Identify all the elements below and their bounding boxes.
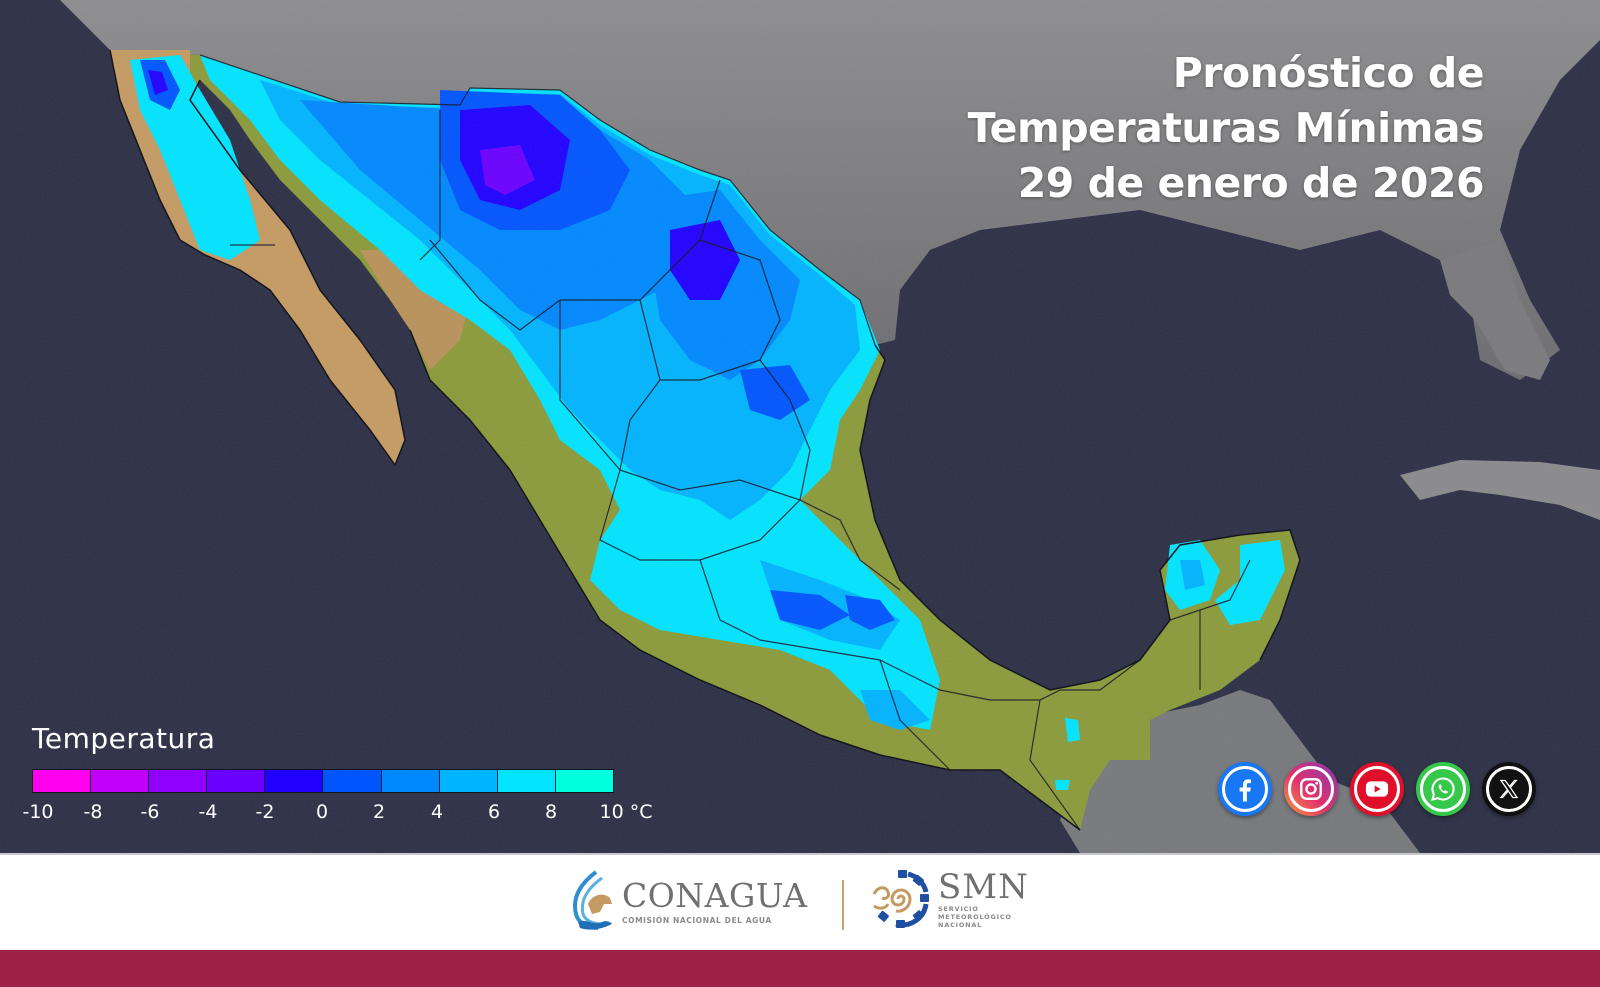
instagram-icon: [1300, 778, 1322, 800]
footer-color-band: [0, 950, 1600, 987]
youtube-button[interactable]: [1350, 762, 1404, 816]
facebook-icon: [1239, 779, 1251, 802]
legend-tick: 0: [315, 801, 329, 823]
title-line-2: Temperaturas Mínimas: [967, 104, 1485, 152]
conagua-subtitle: COMISIÓN NACIONAL DEL AGUA: [622, 915, 772, 925]
legend-tick: -8: [83, 801, 103, 823]
smn-emblem-icon: [872, 870, 929, 928]
legend-ticks: -10 -8 -6 -4 -2 0 2 4 6 8 10 °C: [22, 801, 670, 827]
temperature-legend: Temperatura -10 -8 -6 -4 -2 0 2 4 6 8 10…: [22, 722, 670, 827]
social-links: [1218, 762, 1536, 816]
legend-swatch: [91, 770, 150, 792]
legend-tick: 4: [430, 801, 444, 823]
legend-swatch: [323, 770, 382, 792]
conagua-name: CONAGUA: [622, 875, 808, 915]
map-title: Pronóstico de Temperaturas Mínimas 29 de…: [967, 46, 1485, 211]
x-icon: [1499, 779, 1519, 799]
forecast-map: Pronóstico de Temperaturas Mínimas 29 de…: [0, 0, 1600, 853]
legend-color-bar: [32, 769, 614, 793]
legend-tick: 10 °C: [599, 801, 653, 823]
legend-tick: -10: [22, 801, 54, 823]
youtube-icon: [1365, 781, 1389, 797]
whatsapp-icon: [1431, 777, 1455, 801]
legend-swatch: [439, 770, 498, 792]
legend-swatch: [207, 770, 266, 792]
legend-swatch: [555, 770, 613, 792]
satellite-basemap: [0, 0, 1600, 853]
x-button[interactable]: [1482, 762, 1536, 816]
legend-swatch: [265, 770, 324, 792]
legend-tick: 8: [544, 801, 558, 823]
conagua-emblem-icon: [573, 870, 612, 930]
whatsapp-button[interactable]: [1416, 762, 1470, 816]
legend-tick: -2: [255, 801, 275, 823]
legend-swatch: [149, 770, 208, 792]
legend-title: Temperatura: [32, 722, 216, 755]
legend-tick: -4: [198, 801, 218, 823]
smn-logo: SMN SERVICIO METEOROLÓGICO NACIONAL: [870, 868, 1029, 930]
title-line-3-date: 29 de enero de 2026: [1017, 159, 1485, 207]
title-line-1: Pronóstico de: [1172, 49, 1485, 97]
smn-subtitle-2: METEOROLÓGICO: [938, 913, 1012, 921]
conagua-logo: CONAGUA COMISIÓN NACIONAL DEL AGUA: [570, 870, 808, 932]
instagram-button[interactable]: [1284, 762, 1338, 816]
smn-name: SMN: [938, 867, 1029, 907]
footer: [0, 853, 1600, 950]
legend-tick: 6: [487, 801, 501, 823]
logo-divider: [842, 880, 844, 930]
legend-swatch: [381, 770, 440, 792]
legend-tick: -6: [140, 801, 160, 823]
legend-swatch: [33, 770, 92, 792]
facebook-button[interactable]: [1218, 762, 1272, 816]
legend-tick: 2: [372, 801, 386, 823]
smn-subtitle-3: NACIONAL: [938, 921, 983, 929]
smn-subtitle-1: SERVICIO: [938, 905, 979, 913]
legend-swatch: [497, 770, 556, 792]
